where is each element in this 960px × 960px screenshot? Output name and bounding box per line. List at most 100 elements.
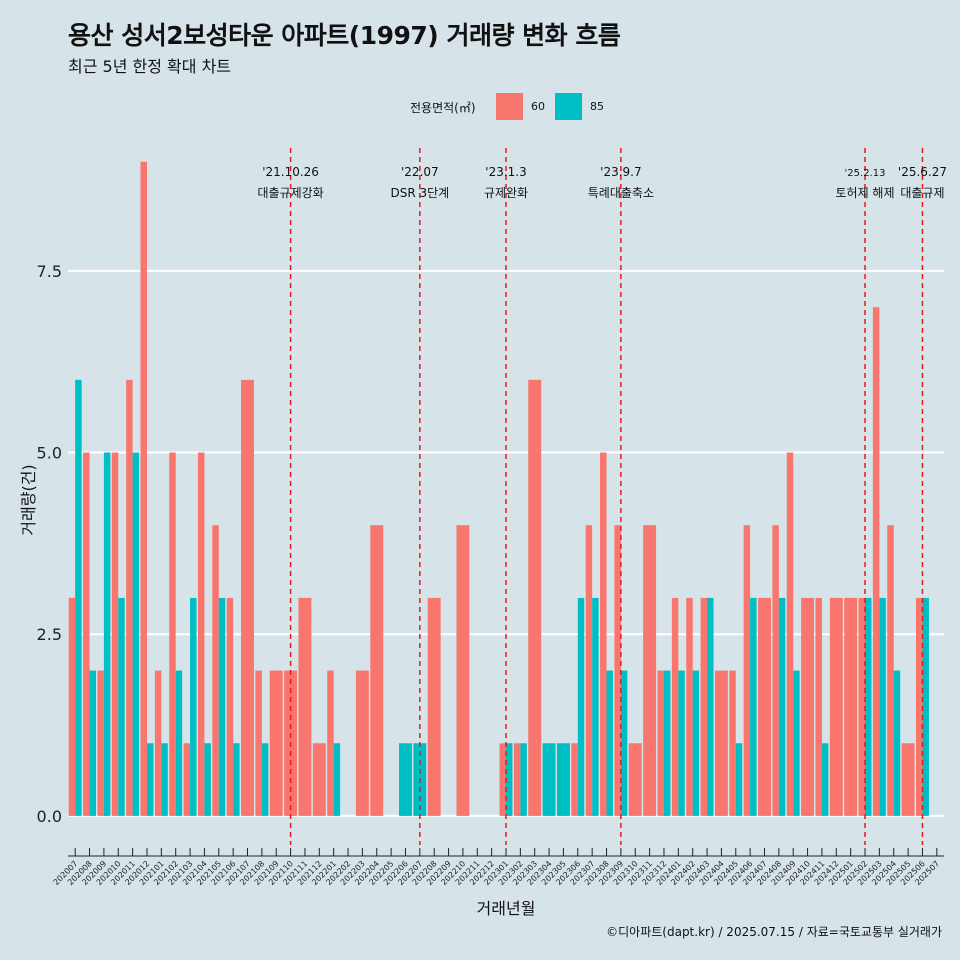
bar-60-202410 bbox=[801, 597, 815, 816]
bar-60-202307 bbox=[585, 525, 593, 816]
bar-60-202105 bbox=[212, 525, 219, 816]
bar-85-202201 bbox=[333, 743, 341, 816]
bar-60-202404 bbox=[714, 670, 728, 816]
bar-85-202101 bbox=[161, 743, 168, 816]
y-tick-label: 5.0 bbox=[37, 444, 62, 463]
legend-swatch-85 bbox=[555, 93, 582, 120]
bar-60-202204 bbox=[370, 525, 384, 816]
bar-60-202403 bbox=[700, 597, 708, 816]
bar-85-202408 bbox=[778, 597, 786, 816]
event-date-label: '21.10.26 bbox=[262, 165, 319, 179]
bar-60-202412 bbox=[829, 597, 843, 816]
bar-60-202009 bbox=[97, 670, 104, 816]
event-date-label: '25.6.27 bbox=[898, 165, 947, 179]
bar-85-202405 bbox=[735, 743, 743, 816]
bar-85-202007 bbox=[75, 379, 82, 816]
bar-85-202312 bbox=[663, 670, 671, 816]
event-date-label: '23.9.7 bbox=[600, 165, 641, 179]
bar-85-202302 bbox=[520, 743, 527, 816]
bar-85-202102 bbox=[175, 670, 183, 816]
bar-60-202302 bbox=[513, 743, 521, 816]
bar-85-202406 bbox=[750, 597, 757, 816]
event-date-label: '22.07 bbox=[401, 165, 439, 179]
bar-60-202502 bbox=[858, 597, 866, 816]
bar-60-202111 bbox=[298, 597, 312, 816]
bar-60-202303 bbox=[528, 379, 542, 816]
bar-85-202506 bbox=[922, 597, 929, 816]
bar-60-202104 bbox=[197, 452, 205, 816]
bar-60-202103 bbox=[183, 743, 191, 816]
bar-60-202408 bbox=[772, 525, 779, 816]
bar-60-202501 bbox=[844, 597, 858, 816]
bar-85-202411 bbox=[821, 743, 829, 816]
bar-85-202502 bbox=[865, 597, 872, 816]
bar-85-202104 bbox=[204, 743, 211, 816]
bar-60-202112 bbox=[312, 743, 326, 816]
bar-85-202012 bbox=[146, 743, 154, 816]
bar-60-202208 bbox=[427, 597, 441, 816]
chart-title: 용산 성서2보성타운 아파트(1997) 거래량 변화 흐름 bbox=[68, 21, 621, 50]
bar-60-202311 bbox=[643, 525, 657, 816]
bar-60-202203 bbox=[355, 670, 369, 816]
y-tick-label: 7.5 bbox=[37, 262, 62, 281]
bar-60-202409 bbox=[786, 452, 794, 816]
bar-85-202504 bbox=[893, 670, 901, 816]
bar-60-202405 bbox=[729, 670, 736, 816]
event-desc-label: 토허제 해제 bbox=[836, 186, 895, 200]
bar-85-202008 bbox=[89, 670, 97, 816]
y-axis-title: 거래량(건) bbox=[19, 464, 38, 535]
source-footer: ©디아파트(dapt.kr) / 2025.07.15 / 자료=국토교통부 실… bbox=[606, 925, 942, 939]
event-desc-label: 규제완화 bbox=[484, 186, 528, 200]
y-tick-label: 0.0 bbox=[37, 807, 62, 826]
bar-85-202307 bbox=[592, 597, 599, 816]
bar-60-202012 bbox=[140, 161, 147, 816]
bar-60-202007 bbox=[68, 597, 76, 816]
legend-title: 전용면적(㎡) bbox=[410, 101, 476, 115]
bar-85-202306 bbox=[577, 597, 585, 816]
chart-subtitle: 최근 5년 한정 확대 차트 bbox=[68, 57, 232, 76]
bar-60-202101 bbox=[154, 670, 162, 816]
bar-85-202011 bbox=[132, 452, 140, 816]
bar-60-202505 bbox=[901, 743, 915, 816]
bar-60-202008 bbox=[83, 452, 90, 816]
event-date-label: '25.2.13 bbox=[845, 168, 886, 179]
bar-60-202010 bbox=[111, 452, 119, 816]
bar-60-202210 bbox=[456, 525, 470, 816]
bar-85-202304 bbox=[542, 743, 556, 816]
bar-60-202503 bbox=[872, 307, 880, 816]
bar-60-202411 bbox=[815, 597, 822, 816]
bar-60-202312 bbox=[657, 670, 664, 816]
bar-60-202401 bbox=[671, 597, 679, 816]
bar-60-202011 bbox=[126, 379, 133, 816]
bar-60-202309 bbox=[614, 525, 621, 816]
bar-85-202105 bbox=[218, 597, 226, 816]
legend: 전용면적(㎡) 60 85 bbox=[0, 92, 960, 122]
bar-60-202506 bbox=[915, 597, 923, 816]
bar-85-202409 bbox=[793, 670, 800, 816]
bar-85-202106 bbox=[233, 743, 240, 816]
bar-85-202206 bbox=[399, 743, 412, 816]
event-desc-label: 대출규제강화 bbox=[257, 186, 323, 200]
bar-85-202308 bbox=[606, 670, 613, 816]
bar-85-202301 bbox=[506, 743, 513, 816]
bar-60-202201 bbox=[327, 670, 334, 816]
bar-60-202102 bbox=[169, 452, 176, 816]
bar-85-202309 bbox=[620, 670, 628, 816]
event-date-label: '23.1.3 bbox=[485, 165, 526, 179]
bar-85-202103 bbox=[190, 597, 197, 816]
bar-60-202306 bbox=[571, 743, 578, 816]
legend-label-60: 60 bbox=[531, 100, 545, 113]
bar-60-202108 bbox=[255, 670, 262, 816]
bar-85-202402 bbox=[692, 670, 700, 816]
bar-60-202301 bbox=[499, 743, 506, 816]
event-desc-label: 특례대출축소 bbox=[588, 186, 654, 200]
bar-85-202403 bbox=[707, 597, 714, 816]
bar-60-202109 bbox=[269, 670, 283, 816]
bar-60-202107 bbox=[241, 379, 254, 816]
bar-60-202106 bbox=[226, 597, 234, 816]
event-desc-label: 대출규제 bbox=[900, 186, 944, 200]
x-axis-title: 거래년월 bbox=[477, 899, 536, 918]
bar-85-202108 bbox=[261, 743, 269, 816]
bar-85-202010 bbox=[118, 597, 125, 816]
